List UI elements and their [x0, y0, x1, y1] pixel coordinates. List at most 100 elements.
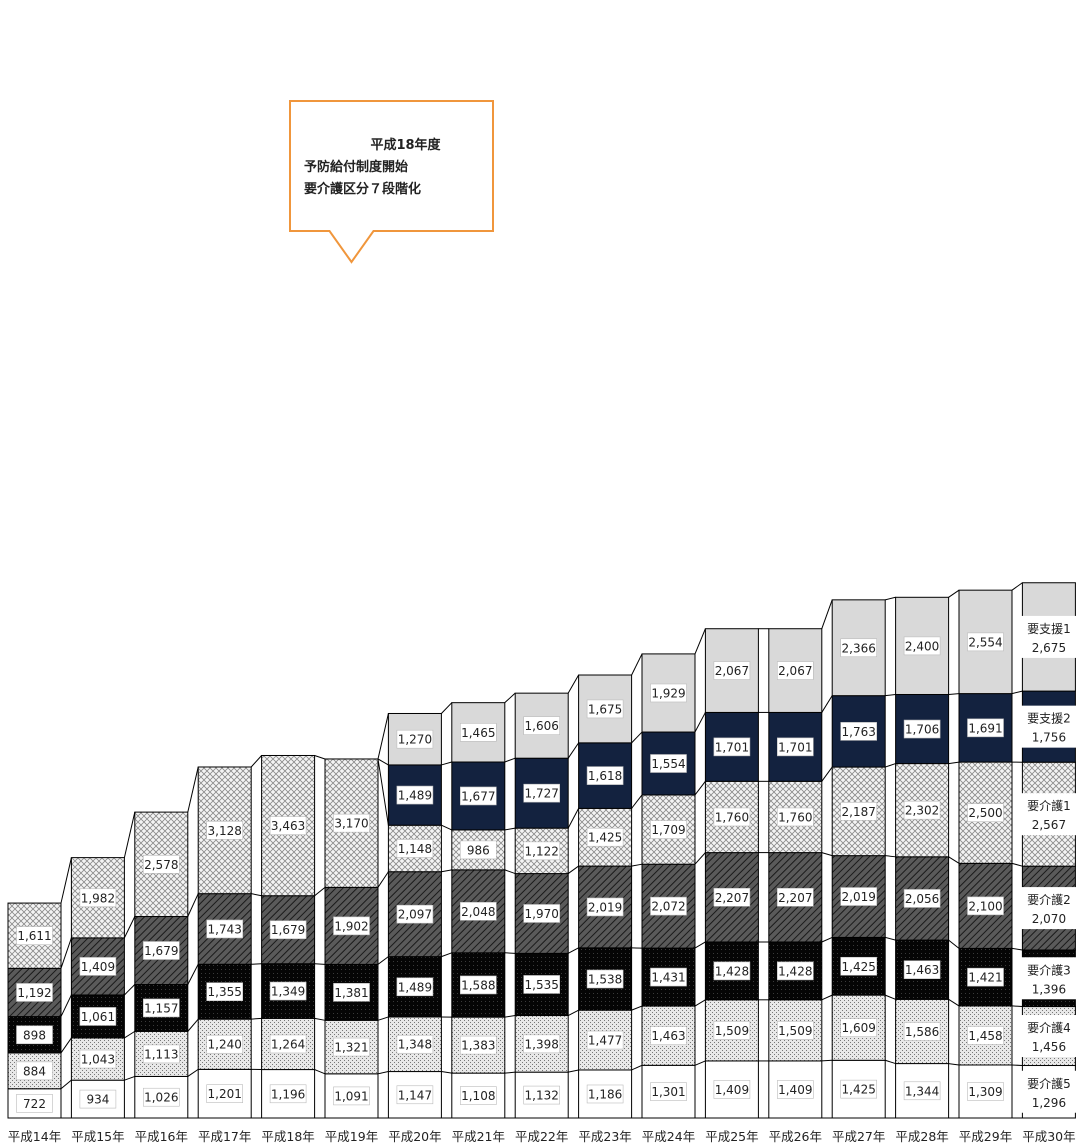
- connector-line: [631, 794, 643, 809]
- data-label: 1,902: [334, 919, 368, 933]
- data-label-box: [903, 1022, 941, 1041]
- data-label: 1,760: [778, 810, 812, 824]
- data-label: 3,128: [208, 824, 242, 838]
- data-label-box: [650, 683, 687, 703]
- data-label-box: [776, 1080, 814, 1099]
- connector-line: [948, 589, 960, 598]
- connector-line: [631, 1005, 643, 1011]
- connector-line: [187, 766, 199, 813]
- connector-line: [885, 596, 896, 601]
- connector-line: [251, 893, 262, 897]
- connector-line: [124, 1030, 136, 1039]
- data-label-box: [586, 827, 624, 847]
- data-label: 1,270: [398, 733, 432, 747]
- data-label-box: [586, 1030, 624, 1050]
- data-label: 1,398: [525, 1037, 559, 1051]
- connector-line: [821, 852, 833, 857]
- data-label: 1,026: [144, 1091, 178, 1105]
- data-label: 1,409: [778, 1083, 812, 1097]
- data-label-box: [903, 636, 941, 656]
- data-label-box: [459, 786, 497, 806]
- data-label-box: [650, 820, 687, 839]
- connector-line: [885, 855, 896, 858]
- connector-line: [885, 1059, 896, 1065]
- data-label-box: [16, 926, 53, 945]
- data-label: 986: [467, 843, 490, 857]
- data-label-box: [206, 919, 243, 939]
- data-label: 1,760: [715, 810, 749, 824]
- data-label-box: [79, 1049, 117, 1069]
- data-label-box: [713, 887, 751, 907]
- data-label-box: [459, 723, 497, 742]
- data-label: 1,409: [715, 1083, 749, 1097]
- connector-line: [694, 1060, 706, 1066]
- data-label-box: [143, 1087, 180, 1107]
- callout-box: [289, 100, 494, 264]
- data-label: 1,428: [778, 964, 812, 978]
- data-label: 1,132: [525, 1089, 559, 1103]
- x-axis: 平成14年 平成15年 平成16年 平成17年 平成18年 平成19年 平成20年 平成21年…: [8, 1129, 1076, 1144]
- connector-line: [124, 984, 136, 996]
- connector-line: [1011, 582, 1023, 591]
- data-label-box: [396, 785, 434, 805]
- legend-name: 要介護2: [1027, 892, 1071, 907]
- connector-line: [60, 937, 72, 969]
- data-label-box: [776, 737, 814, 757]
- data-label-box: [713, 961, 751, 981]
- data-label: 2,578: [144, 858, 178, 872]
- data-label: 1,701: [715, 740, 749, 754]
- connector-line: [948, 1063, 960, 1066]
- data-label-box: [776, 661, 814, 680]
- data-label: 1,091: [334, 1089, 368, 1103]
- data-label: 1,321: [334, 1041, 368, 1055]
- data-label: 2,500: [968, 806, 1002, 820]
- data-label: 1,743: [208, 922, 242, 936]
- x-tick-label: 平成17年: [198, 1129, 251, 1144]
- data-label: 1,431: [651, 971, 685, 985]
- data-label: 1,349: [271, 985, 305, 999]
- data-label-box: [967, 967, 1004, 987]
- connector-line: [187, 1018, 199, 1032]
- data-label: 1,309: [968, 1085, 1002, 1099]
- connector-line: [694, 941, 706, 949]
- data-label-box: [333, 813, 370, 833]
- data-label-box: [523, 716, 561, 735]
- data-label: 898: [23, 1028, 46, 1042]
- data-label: 2,019: [588, 900, 622, 914]
- legend: 要支援1 2,675 要支援2 1,756 要介護1 2,567 要介護2 2,070 要介護3…: [1020, 615, 1077, 1113]
- connector-line: [377, 871, 389, 888]
- connector-line: [1011, 690, 1023, 695]
- connector-line: [504, 1071, 516, 1074]
- data-label-box: [396, 1034, 434, 1054]
- connector-line: [631, 1064, 643, 1071]
- data-label-box: [903, 1081, 941, 1101]
- data-label: 1,122: [525, 844, 559, 858]
- data-label-box: [79, 957, 117, 976]
- legend-value: 1,456: [1032, 1040, 1066, 1054]
- legend-name: 要支援1: [1027, 622, 1071, 636]
- connector-line: [1011, 1005, 1023, 1008]
- data-label: 722: [23, 1097, 46, 1111]
- data-label-box: [206, 1034, 243, 1054]
- data-label-box: [586, 766, 624, 785]
- connector-line: [567, 808, 580, 829]
- data-label: 1,535: [525, 978, 559, 992]
- connector-line: [821, 599, 833, 629]
- connector-line: [567, 865, 579, 874]
- data-label: 1,463: [651, 1029, 685, 1043]
- connector-line: [567, 947, 579, 954]
- data-label: 1,301: [651, 1085, 685, 1099]
- data-label-box: [713, 661, 751, 680]
- data-label: 1,355: [208, 985, 242, 999]
- x-tick-label: 平成28年: [895, 1129, 948, 1144]
- x-tick-label: 平成14年: [8, 1129, 61, 1144]
- x-tick-label: 平成21年: [452, 1129, 505, 1144]
- connector-line: [314, 886, 326, 897]
- data-label-box: [967, 896, 1004, 916]
- connector-line: [377, 1016, 389, 1021]
- data-label: 934: [86, 1093, 109, 1107]
- data-label-box: [459, 902, 497, 921]
- data-label-box: [333, 983, 370, 1002]
- connector-line: [821, 1059, 833, 1062]
